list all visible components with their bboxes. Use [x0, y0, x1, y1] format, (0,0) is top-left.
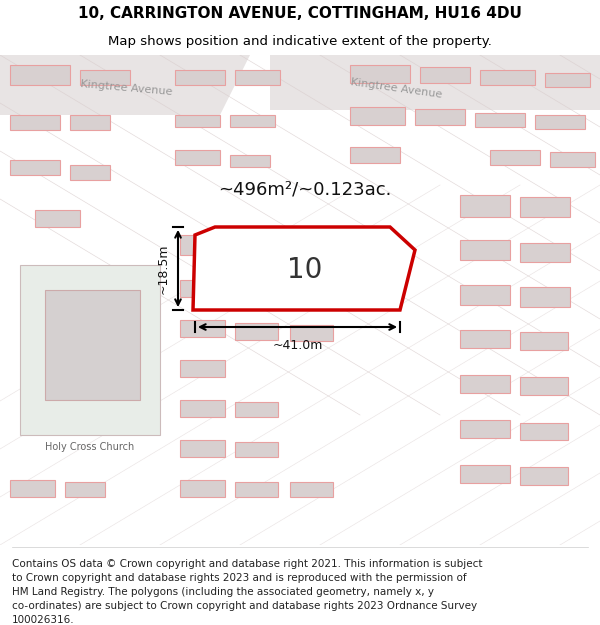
- Text: ~41.0m: ~41.0m: [272, 339, 323, 352]
- Polygon shape: [420, 67, 470, 83]
- Polygon shape: [235, 442, 278, 457]
- Polygon shape: [180, 320, 225, 337]
- Polygon shape: [460, 195, 510, 217]
- Polygon shape: [460, 330, 510, 348]
- Polygon shape: [235, 402, 278, 417]
- Text: Map shows position and indicative extent of the property.: Map shows position and indicative extent…: [108, 35, 492, 48]
- Text: Holy Cross Church: Holy Cross Church: [46, 442, 134, 452]
- Polygon shape: [0, 55, 250, 115]
- Polygon shape: [10, 480, 55, 497]
- Polygon shape: [80, 70, 130, 85]
- Polygon shape: [65, 482, 105, 497]
- Text: 10: 10: [287, 256, 323, 284]
- Polygon shape: [70, 115, 110, 130]
- Polygon shape: [350, 65, 410, 83]
- Polygon shape: [550, 152, 595, 167]
- Polygon shape: [460, 285, 510, 305]
- Polygon shape: [180, 360, 225, 377]
- Polygon shape: [180, 235, 230, 255]
- Polygon shape: [235, 323, 278, 340]
- Polygon shape: [350, 147, 400, 163]
- Polygon shape: [520, 423, 568, 440]
- Polygon shape: [490, 150, 540, 165]
- Polygon shape: [180, 440, 225, 457]
- Polygon shape: [70, 165, 110, 180]
- Polygon shape: [175, 70, 225, 85]
- Polygon shape: [35, 210, 80, 227]
- Polygon shape: [460, 465, 510, 483]
- Polygon shape: [545, 73, 590, 87]
- Polygon shape: [520, 197, 570, 217]
- Text: 100026316.: 100026316.: [12, 616, 74, 625]
- Polygon shape: [230, 115, 275, 127]
- Polygon shape: [480, 70, 535, 85]
- Polygon shape: [475, 113, 525, 127]
- Polygon shape: [415, 109, 465, 125]
- Polygon shape: [235, 70, 280, 85]
- Polygon shape: [45, 290, 140, 400]
- Polygon shape: [290, 280, 335, 297]
- Text: HM Land Registry. The polygons (including the associated geometry, namely x, y: HM Land Registry. The polygons (includin…: [12, 588, 434, 598]
- Polygon shape: [350, 107, 405, 125]
- Polygon shape: [270, 55, 600, 110]
- Polygon shape: [520, 332, 568, 350]
- Text: Contains OS data © Crown copyright and database right 2021. This information is : Contains OS data © Crown copyright and d…: [12, 559, 482, 569]
- Polygon shape: [535, 115, 585, 129]
- Text: Kingtree Avenue: Kingtree Avenue: [80, 79, 173, 97]
- Text: Kingtree Avenue: Kingtree Avenue: [350, 77, 443, 99]
- Text: ~496m²/~0.123ac.: ~496m²/~0.123ac.: [218, 181, 392, 199]
- Polygon shape: [235, 482, 278, 497]
- Polygon shape: [10, 115, 60, 130]
- Polygon shape: [180, 480, 225, 497]
- Polygon shape: [10, 65, 70, 85]
- Polygon shape: [180, 400, 225, 417]
- Polygon shape: [175, 150, 220, 165]
- Text: ~18.5m: ~18.5m: [157, 243, 170, 294]
- Polygon shape: [290, 325, 333, 341]
- Polygon shape: [240, 282, 285, 299]
- Polygon shape: [290, 482, 333, 497]
- Polygon shape: [20, 265, 160, 435]
- Polygon shape: [230, 155, 270, 167]
- Polygon shape: [520, 377, 568, 395]
- Polygon shape: [10, 160, 60, 175]
- Polygon shape: [520, 287, 570, 307]
- Text: to Crown copyright and database rights 2023 and is reproduced with the permissio: to Crown copyright and database rights 2…: [12, 573, 467, 583]
- Polygon shape: [460, 240, 510, 260]
- Polygon shape: [180, 280, 230, 297]
- Polygon shape: [175, 115, 220, 127]
- Polygon shape: [520, 243, 570, 262]
- Polygon shape: [460, 420, 510, 438]
- Polygon shape: [460, 375, 510, 393]
- Text: co-ordinates) are subject to Crown copyright and database rights 2023 Ordnance S: co-ordinates) are subject to Crown copyr…: [12, 601, 477, 611]
- Polygon shape: [520, 467, 568, 485]
- Polygon shape: [193, 227, 415, 310]
- Text: 10, CARRINGTON AVENUE, COTTINGHAM, HU16 4DU: 10, CARRINGTON AVENUE, COTTINGHAM, HU16 …: [78, 6, 522, 21]
- Polygon shape: [240, 237, 285, 255]
